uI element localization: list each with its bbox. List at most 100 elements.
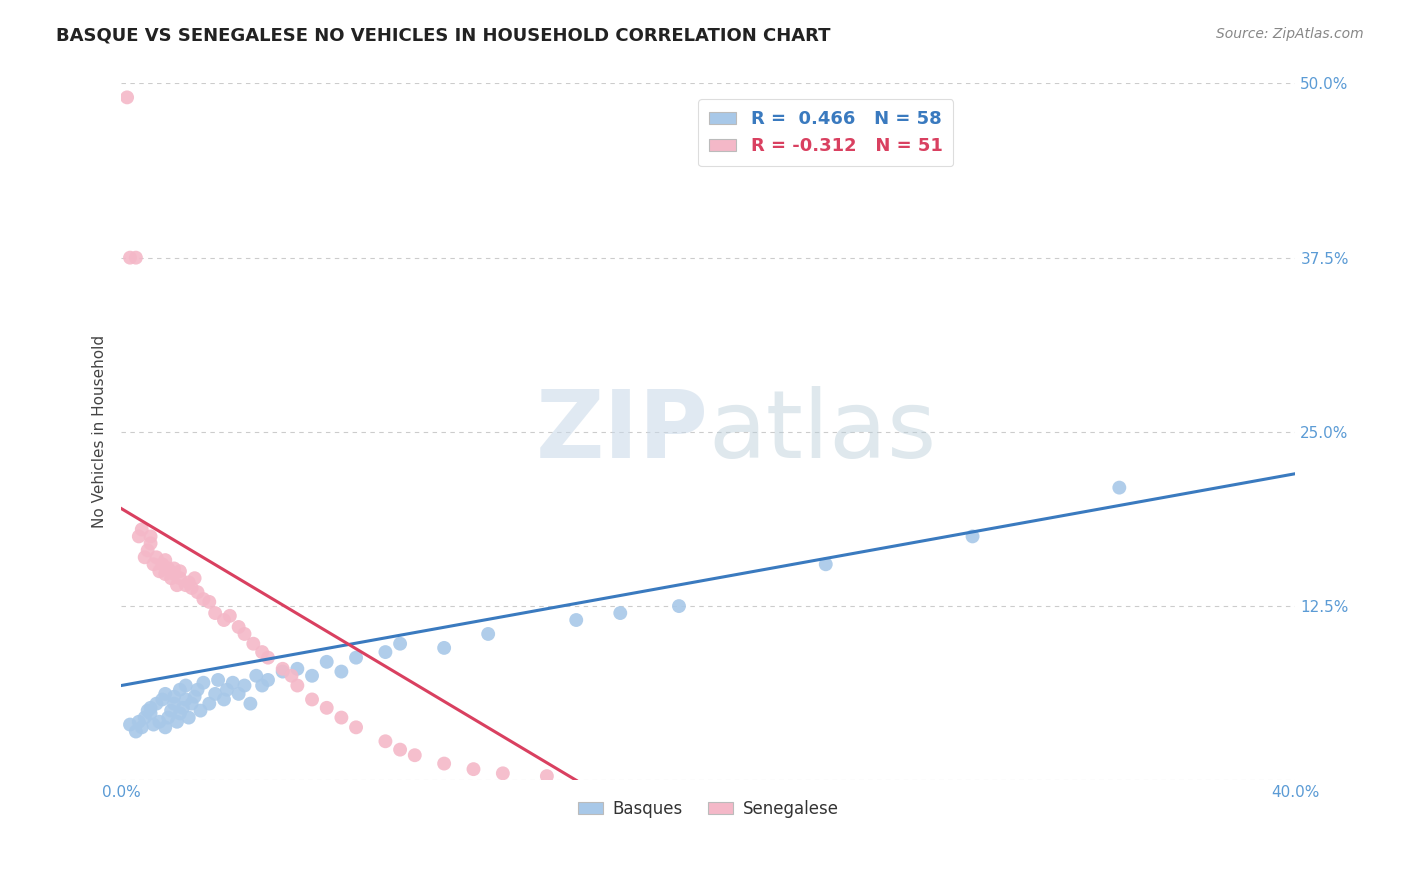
Point: [145, 550, 167, 565]
Point: [477, 627, 499, 641]
Point: [163, 697, 186, 711]
Point: [212, 692, 235, 706]
Point: [169, 706, 191, 721]
Point: [160, 571, 183, 585]
Y-axis label: No Vehicles in Household: No Vehicles in Household: [93, 335, 107, 528]
Point: [190, 704, 212, 718]
Point: [212, 613, 235, 627]
Point: [536, 769, 558, 783]
Text: atlas: atlas: [709, 386, 936, 478]
Point: [315, 701, 337, 715]
Point: [183, 571, 205, 585]
Point: [142, 717, 165, 731]
Point: [187, 585, 209, 599]
Point: [174, 679, 197, 693]
Point: [285, 662, 308, 676]
Point: [150, 692, 173, 706]
Point: [271, 665, 294, 679]
Point: [128, 529, 150, 543]
Point: [180, 697, 202, 711]
Point: [344, 720, 367, 734]
Point: [250, 679, 273, 693]
Point: [315, 655, 337, 669]
Point: [163, 690, 186, 704]
Point: [215, 682, 238, 697]
Point: [389, 637, 412, 651]
Point: [136, 704, 159, 718]
Point: [118, 251, 141, 265]
Point: [198, 697, 221, 711]
Point: [245, 669, 267, 683]
Point: [155, 687, 177, 701]
Point: [139, 536, 162, 550]
Point: [128, 714, 150, 729]
Point: [492, 766, 515, 780]
Point: [271, 662, 294, 676]
Point: [169, 564, 191, 578]
Point: [139, 706, 162, 721]
Point: [148, 714, 170, 729]
Point: [155, 720, 177, 734]
Point: [145, 697, 167, 711]
Point: [257, 650, 280, 665]
Point: [1108, 481, 1130, 495]
Point: [218, 608, 240, 623]
Point: [193, 675, 215, 690]
Legend: Basques, Senegalese: Basques, Senegalese: [571, 793, 845, 824]
Point: [962, 529, 984, 543]
Point: [280, 669, 302, 683]
Point: [193, 592, 215, 607]
Point: [239, 697, 262, 711]
Point: [172, 701, 194, 715]
Point: [222, 675, 245, 690]
Point: [344, 650, 367, 665]
Point: [174, 578, 197, 592]
Point: [174, 692, 197, 706]
Text: Source: ZipAtlas.com: Source: ZipAtlas.com: [1216, 27, 1364, 41]
Point: [177, 710, 200, 724]
Point: [330, 665, 353, 679]
Point: [433, 756, 456, 771]
Point: [155, 553, 177, 567]
Point: [187, 682, 209, 697]
Point: [330, 710, 353, 724]
Point: [242, 637, 264, 651]
Point: [204, 606, 226, 620]
Point: [183, 690, 205, 704]
Point: [169, 682, 191, 697]
Point: [668, 599, 690, 613]
Point: [463, 762, 485, 776]
Point: [131, 720, 153, 734]
Point: [115, 90, 138, 104]
Point: [155, 567, 177, 582]
Point: [131, 523, 153, 537]
Point: [160, 704, 183, 718]
Point: [163, 561, 186, 575]
Point: [204, 687, 226, 701]
Point: [250, 645, 273, 659]
Point: [177, 575, 200, 590]
Point: [228, 620, 250, 634]
Text: BASQUE VS SENEGALESE NO VEHICLES IN HOUSEHOLD CORRELATION CHART: BASQUE VS SENEGALESE NO VEHICLES IN HOUS…: [56, 27, 831, 45]
Point: [125, 251, 148, 265]
Point: [404, 748, 426, 763]
Point: [180, 581, 202, 595]
Point: [166, 714, 188, 729]
Point: [198, 595, 221, 609]
Point: [166, 578, 188, 592]
Point: [374, 734, 396, 748]
Point: [285, 679, 308, 693]
Point: [565, 613, 588, 627]
Point: [814, 558, 837, 572]
Point: [228, 687, 250, 701]
Point: [207, 673, 229, 687]
Point: [233, 679, 256, 693]
Text: ZIP: ZIP: [536, 386, 709, 478]
Point: [139, 529, 162, 543]
Point: [163, 567, 186, 582]
Point: [301, 692, 323, 706]
Point: [136, 543, 159, 558]
Point: [169, 571, 191, 585]
Point: [125, 724, 148, 739]
Point: [134, 550, 156, 565]
